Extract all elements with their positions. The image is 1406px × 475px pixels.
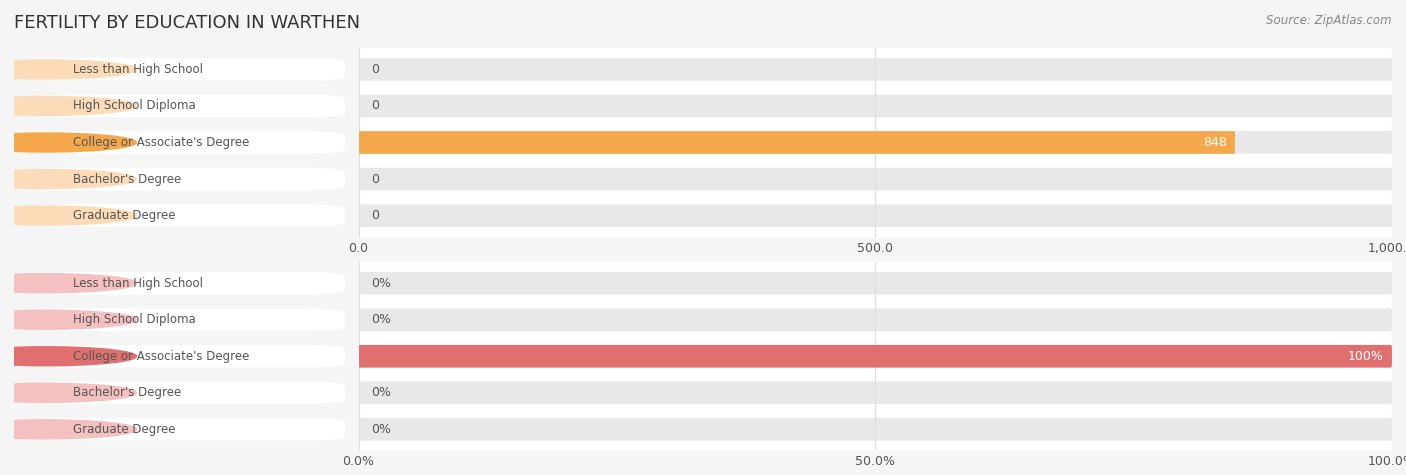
Text: 0%: 0%: [371, 386, 391, 399]
Text: 0: 0: [371, 99, 380, 113]
Text: Graduate Degree: Graduate Degree: [73, 423, 176, 436]
Text: 100%: 100%: [1348, 350, 1384, 363]
FancyBboxPatch shape: [359, 418, 1392, 441]
FancyBboxPatch shape: [28, 308, 344, 331]
Text: High School Diploma: High School Diploma: [73, 99, 195, 113]
Text: 0%: 0%: [371, 423, 391, 436]
FancyBboxPatch shape: [28, 131, 344, 154]
Text: College or Associate's Degree: College or Associate's Degree: [73, 350, 249, 363]
FancyBboxPatch shape: [28, 381, 344, 404]
FancyBboxPatch shape: [28, 58, 344, 81]
Text: Bachelor's Degree: Bachelor's Degree: [73, 386, 181, 399]
FancyBboxPatch shape: [28, 418, 344, 441]
FancyBboxPatch shape: [359, 95, 1392, 117]
FancyBboxPatch shape: [28, 168, 344, 190]
Text: College or Associate's Degree: College or Associate's Degree: [73, 136, 249, 149]
FancyBboxPatch shape: [359, 168, 1392, 190]
Circle shape: [0, 206, 136, 225]
FancyBboxPatch shape: [359, 308, 1392, 331]
Text: High School Diploma: High School Diploma: [73, 313, 195, 326]
FancyBboxPatch shape: [359, 131, 1234, 154]
Text: 0: 0: [371, 209, 380, 222]
FancyBboxPatch shape: [28, 95, 344, 117]
FancyBboxPatch shape: [359, 204, 1392, 227]
FancyBboxPatch shape: [359, 58, 1392, 81]
Text: Graduate Degree: Graduate Degree: [73, 209, 176, 222]
FancyBboxPatch shape: [359, 345, 1392, 368]
Circle shape: [0, 420, 136, 439]
Circle shape: [0, 60, 136, 79]
FancyBboxPatch shape: [359, 131, 1392, 154]
Circle shape: [0, 96, 136, 115]
Text: 0%: 0%: [371, 313, 391, 326]
FancyBboxPatch shape: [359, 345, 1392, 368]
FancyBboxPatch shape: [28, 345, 344, 368]
Text: FERTILITY BY EDUCATION IN WARTHEN: FERTILITY BY EDUCATION IN WARTHEN: [14, 14, 360, 32]
Text: Source: ZipAtlas.com: Source: ZipAtlas.com: [1267, 14, 1392, 27]
Circle shape: [0, 133, 136, 152]
FancyBboxPatch shape: [359, 381, 1392, 404]
Text: Less than High School: Less than High School: [73, 63, 202, 76]
FancyBboxPatch shape: [359, 272, 1392, 294]
FancyBboxPatch shape: [28, 204, 344, 227]
Text: 0: 0: [371, 172, 380, 186]
Circle shape: [0, 383, 136, 402]
Text: 0: 0: [371, 63, 380, 76]
Circle shape: [0, 347, 136, 366]
Circle shape: [0, 310, 136, 329]
Text: 848: 848: [1202, 136, 1226, 149]
FancyBboxPatch shape: [28, 272, 344, 294]
Circle shape: [0, 274, 136, 293]
Circle shape: [0, 170, 136, 189]
Text: Less than High School: Less than High School: [73, 276, 202, 290]
Text: Bachelor's Degree: Bachelor's Degree: [73, 172, 181, 186]
Text: 0%: 0%: [371, 276, 391, 290]
